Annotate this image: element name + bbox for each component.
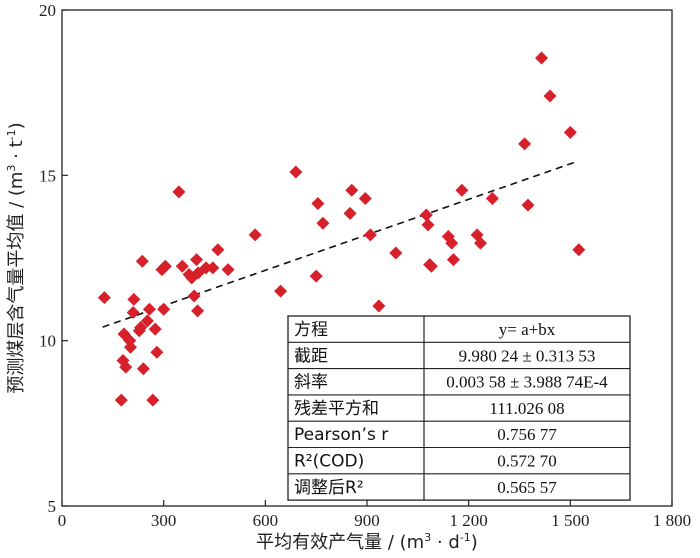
data-point [140, 314, 154, 328]
y-axis-label: 预测煤层含气量平均值 / (m3 · t-1) [5, 122, 27, 393]
data-point [126, 306, 140, 320]
data-point [211, 243, 225, 257]
y-tick-label: 10 [39, 332, 56, 351]
stats-row-label: 方程 [294, 320, 328, 340]
data-point [535, 51, 549, 65]
data-point [191, 304, 205, 318]
trend-line-group [102, 160, 578, 328]
x-tick-label: 600 [253, 511, 279, 530]
data-point [148, 322, 162, 336]
y-tick-label: 15 [39, 166, 56, 185]
data-point [190, 253, 204, 267]
data-point [563, 125, 577, 139]
data-point [446, 253, 460, 267]
data-point [363, 228, 377, 242]
data-point [142, 302, 156, 316]
data-point [316, 216, 330, 230]
stats-table: 方程 y= a+bx 截距 9.980 24 ± 0.313 53 斜率 0.003 58… [287, 315, 631, 501]
x-tick-label: 1 500 [551, 511, 589, 530]
x-tick-label: 1 200 [450, 511, 488, 530]
data-point [158, 259, 172, 273]
data-point [289, 165, 303, 179]
y-tick-label: 20 [39, 1, 56, 20]
data-point [123, 340, 137, 354]
x-axis-label: 平均有效产气量 / (m3 · d-1) [256, 531, 478, 553]
data-point [97, 291, 111, 305]
stats-row-value: 0.003 58 ± 3.988 74E-4 [446, 373, 608, 392]
stats-row-value: 0.572 70 [497, 452, 557, 471]
x-tick-label: 1 800 [653, 511, 691, 530]
data-point [309, 269, 323, 283]
trend-line [102, 160, 578, 328]
data-point [474, 236, 488, 250]
x-tick-label: 900 [354, 511, 380, 530]
data-point [543, 89, 557, 103]
data-point [274, 284, 288, 298]
data-points [97, 51, 586, 407]
data-point [136, 362, 150, 376]
stats-row-label: 截距 [294, 346, 328, 366]
data-point [157, 302, 171, 316]
data-point [199, 261, 213, 275]
stats-row-value: 0.756 77 [497, 425, 557, 444]
stats-row-value: y= a+bx [499, 320, 556, 339]
data-point [445, 236, 459, 250]
data-point [485, 191, 499, 205]
data-point [419, 208, 433, 222]
stats-row-label: 残差平方和 [294, 399, 379, 419]
data-point [206, 261, 220, 275]
data-point [248, 228, 262, 242]
data-point [521, 198, 535, 212]
y-tick-label: 5 [48, 497, 57, 516]
data-point [343, 206, 357, 220]
data-point [119, 360, 133, 374]
data-point [424, 259, 438, 273]
stats-row-value: 0.565 57 [497, 478, 557, 497]
axis-ticks: 0 300 600 900 1 200 1 500 1 800 5 10 15 20 [39, 1, 691, 530]
data-point [187, 289, 201, 303]
x-tick-label: 300 [151, 511, 177, 530]
data-point [358, 191, 372, 205]
data-point [572, 243, 586, 257]
stats-row-label: R²(COD) [294, 452, 364, 472]
x-tick-label: 0 [58, 511, 67, 530]
data-point [389, 246, 403, 260]
data-point [175, 259, 189, 273]
data-point [372, 299, 386, 313]
data-point [150, 345, 164, 359]
stats-row-label: Pearson’s r [294, 425, 388, 445]
data-point [518, 137, 532, 151]
data-point [114, 393, 128, 407]
data-point [134, 320, 148, 334]
stats-row-label: 调整后R² [294, 478, 364, 498]
data-point [135, 254, 149, 268]
data-point [311, 196, 325, 210]
data-point [127, 292, 141, 306]
data-point [146, 393, 160, 407]
stats-row-value: 9.980 24 ± 0.313 53 [459, 346, 596, 365]
data-point [221, 263, 235, 277]
stats-table-border [287, 315, 631, 501]
stats-row-label: 斜率 [294, 373, 328, 393]
data-point [172, 185, 186, 199]
data-point [455, 183, 469, 197]
data-point [345, 183, 359, 197]
stats-row-value: 111.026 08 [489, 399, 564, 418]
data-point [421, 218, 435, 232]
